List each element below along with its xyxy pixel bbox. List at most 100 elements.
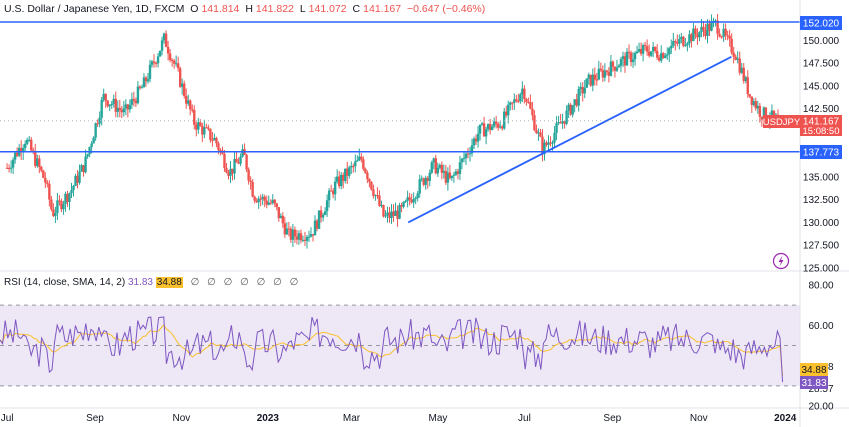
candle-body (581, 86, 584, 94)
candle-body (442, 171, 446, 173)
candle-body (424, 177, 427, 185)
candle-body (684, 45, 687, 47)
candle-body (70, 190, 73, 194)
candle-body (458, 162, 462, 175)
candle-body (348, 167, 351, 176)
candle-body (380, 205, 383, 207)
candle-body (400, 205, 403, 207)
candle-body (15, 152, 19, 156)
rsi-tick-label: 28.57 (808, 384, 833, 395)
candle-body (597, 68, 601, 80)
candle-body (291, 229, 295, 240)
candle-body (126, 104, 130, 110)
candle-body (412, 199, 415, 203)
candle-body (760, 116, 764, 120)
last-price-badge: 141.167 15:08:50 (800, 115, 842, 137)
candle-body (595, 79, 599, 81)
candle-body (174, 63, 178, 65)
candle-body (307, 236, 311, 238)
candle-body (283, 223, 287, 235)
candle-body (734, 56, 737, 60)
candle-body (11, 159, 15, 168)
candle-body (58, 200, 61, 202)
lightning-icon[interactable] (772, 252, 790, 270)
candle-body (764, 107, 768, 120)
candle-body (432, 158, 435, 163)
candle-body (565, 110, 568, 124)
candle-body (346, 168, 349, 176)
candle-body (706, 23, 709, 37)
candle-body (239, 156, 242, 164)
time-tick-label: Nov (690, 413, 708, 424)
rsi-value-badge: 31.83 (800, 376, 828, 389)
candle-body (722, 28, 725, 37)
candle-body (227, 172, 230, 176)
candle-body (237, 162, 240, 164)
candle-body (559, 122, 562, 124)
candle-body (164, 33, 168, 47)
candle-body (176, 63, 180, 69)
candle-body (136, 86, 140, 104)
candle-body (398, 205, 401, 219)
candle-body (82, 165, 85, 173)
price-pane[interactable] (0, 14, 800, 249)
rsi-ma-legend-value: 34.88 (155, 277, 183, 288)
candle-body (56, 200, 59, 214)
candle-body (603, 70, 607, 78)
candle-body (42, 170, 45, 178)
candle-body (112, 98, 115, 105)
candle-body (187, 100, 190, 104)
price-tick-label: 150.000 (803, 36, 840, 47)
candle-body (505, 111, 508, 116)
candle-body (490, 126, 494, 131)
candle-body (436, 167, 440, 174)
candle-body (420, 178, 423, 180)
candle-body (472, 138, 476, 146)
candle-body (758, 105, 762, 117)
close-value: 141.167 (363, 3, 402, 15)
candle-body (116, 107, 119, 112)
trend-line[interactable] (407, 55, 732, 224)
candle-body (728, 35, 731, 39)
candle-body (476, 133, 480, 142)
candle-body (44, 177, 47, 183)
candle-body (668, 48, 671, 55)
candle-body (591, 74, 594, 86)
rsi-pane[interactable] (0, 304, 800, 387)
candle-body (702, 26, 705, 31)
candle-body (124, 104, 128, 109)
rsi-legend: RSI (14, close, SMA, 14, 2) 31.83 34.88 … (4, 277, 298, 288)
price-tick-label: 127.500 (803, 241, 840, 252)
candle-body (450, 175, 454, 179)
candle-body (233, 158, 236, 174)
high-value: 141.822 (255, 3, 294, 15)
candle-body (639, 49, 643, 54)
candle-body (309, 234, 313, 237)
rsi-tick-label: 20.00 (808, 402, 833, 413)
candle-body (104, 93, 107, 101)
candle-body (110, 104, 113, 106)
candle-body (293, 229, 297, 237)
candle-body (225, 168, 228, 173)
candle-body (168, 53, 172, 61)
candle-body (428, 172, 431, 181)
candle-body (736, 58, 739, 60)
candle-body (249, 180, 252, 182)
chart-title: U.S. Dollar / Japanese Yen, 1D, FXCM (4, 3, 185, 15)
candle-body (360, 156, 363, 160)
candle-body (474, 138, 478, 142)
candle-body (571, 105, 574, 115)
candle-body (213, 137, 216, 141)
candle-body (337, 176, 341, 187)
candle-body (197, 122, 200, 130)
candle-body (575, 99, 578, 106)
candle-body (374, 195, 377, 197)
candle-body (106, 100, 109, 107)
candle-body (84, 156, 87, 173)
open-value: 141.814 (201, 3, 240, 15)
price-tick-label: 130.000 (803, 218, 840, 229)
candle-body (80, 165, 83, 172)
candle-body (710, 22, 713, 31)
candle-body (261, 196, 264, 199)
